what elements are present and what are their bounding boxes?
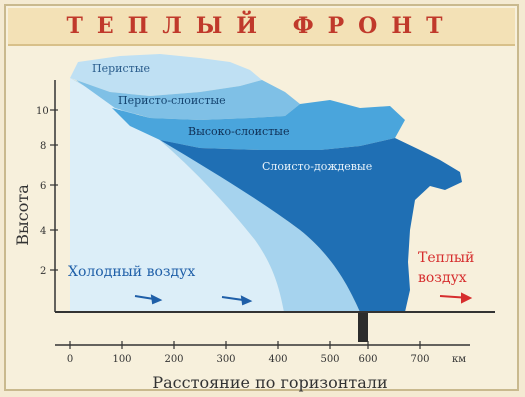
cloud-label-altostratus: Высоко-слоистые <box>188 125 289 138</box>
warm-air-label-line2: воздух <box>418 270 467 286</box>
x-unit-label: км <box>452 354 466 365</box>
x-tick-label: 0 <box>67 354 73 365</box>
title-band: ТЕПЛЫЙ ФРОНТ <box>8 8 515 46</box>
x-tick-label: 700 <box>410 354 429 365</box>
y-tick-label: 10 <box>36 106 49 117</box>
nimbostratus-cloud <box>160 138 462 312</box>
x-tick-marks <box>69 341 421 349</box>
cirrus-cloud <box>70 54 262 96</box>
x-tick-label: 500 <box>320 354 339 365</box>
frontal-zone <box>70 78 360 312</box>
x-tick-label: 100 <box>112 354 131 365</box>
x-tick-label: 200 <box>164 354 183 365</box>
y-tick-label: 8 <box>40 141 46 152</box>
x-axis-title: Расстояние по горизонтали <box>152 373 387 392</box>
cloud-label-cirrostratus: Перисто-слоистые <box>118 94 226 107</box>
cold-wind-arrow-1 <box>134 294 163 305</box>
warm-wind-arrow <box>439 292 473 304</box>
y-tick-labels: 2 4 6 8 10 <box>36 106 49 277</box>
altostratus-cloud <box>112 100 405 150</box>
x-tick-label: 400 <box>268 354 287 365</box>
x-tick-label: 300 <box>216 354 235 365</box>
cloud-label-nimbostratus: Слоисто-дождевые <box>262 160 372 173</box>
x-tick-labels: 0 100 200 300 400 500 600 700 <box>67 354 430 365</box>
cloud-label-cirrus: Перистые <box>92 62 150 75</box>
y-tick-label: 6 <box>40 181 46 192</box>
y-tick-label: 4 <box>40 226 46 237</box>
cold-air-label: Холодный воздух <box>68 264 195 280</box>
cirrostratus-cloud <box>76 80 300 120</box>
y-tick-label: 2 <box>40 266 46 277</box>
y-axis-title: Высота <box>13 184 32 246</box>
precipitation-column <box>358 312 368 342</box>
diagram-title: ТЕПЛЫЙ ФРОНТ <box>66 13 457 39</box>
cold-air-wedge-light <box>70 78 284 312</box>
warm-air-label-line1: Теплый <box>418 250 474 266</box>
x-tick-label: 600 <box>358 354 377 365</box>
cold-wind-arrow-2 <box>221 295 253 306</box>
y-tick-marks <box>50 109 58 271</box>
